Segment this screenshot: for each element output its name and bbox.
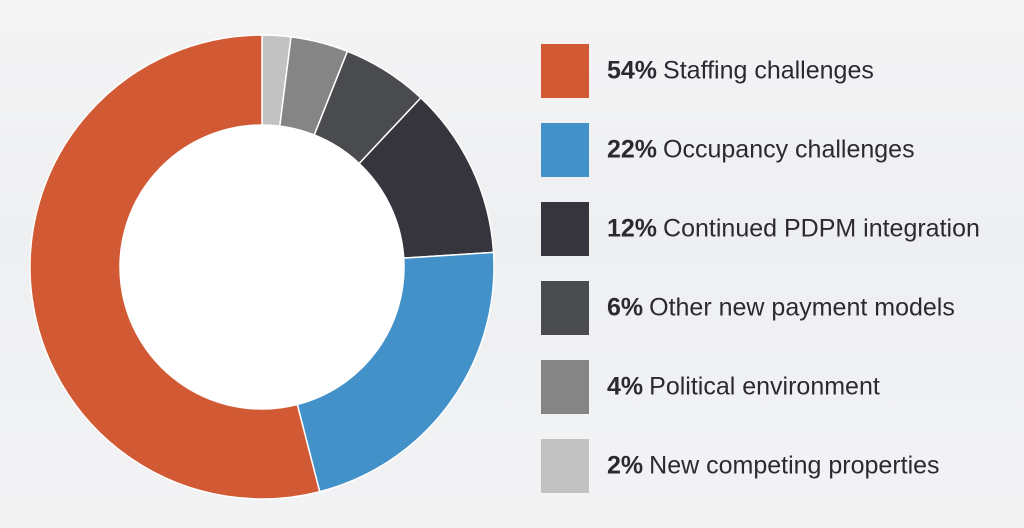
legend-percent: 12% [607, 214, 658, 243]
legend-text: 4% Political environment [607, 373, 880, 402]
legend-percent: 4% [607, 372, 644, 401]
donut-chart-area [29, 34, 495, 500]
legend-text: 2% New competing properties [607, 452, 940, 481]
legend-item-political: 4% Political environment [541, 360, 1011, 414]
legend-label: Other new payment models [649, 293, 955, 322]
legend-label: Staffing challenges [663, 56, 874, 85]
legend-percent: 2% [607, 451, 644, 480]
legend-swatch [541, 360, 589, 414]
legend-label: New competing properties [649, 451, 940, 480]
legend-item-pdpm: 12% Continued PDPM integration [541, 202, 1011, 256]
legend-swatch [541, 281, 589, 335]
donut-chart [29, 34, 495, 500]
legend-text: 22% Occupancy challenges [607, 136, 915, 165]
legend-item-payment-models: 6% Other new payment models [541, 281, 1011, 335]
legend-text: 6% Other new payment models [607, 294, 955, 323]
legend-label: Political environment [649, 372, 880, 401]
legend-label: Occupancy challenges [663, 135, 915, 164]
legend-swatch [541, 439, 589, 493]
legend-item-competing: 2% New competing properties [541, 439, 1011, 493]
legend-swatch [541, 44, 589, 98]
legend-text: 54% Staffing challenges [607, 57, 874, 86]
legend-percent: 54% [607, 56, 658, 85]
legend-item-staffing: 54% Staffing challenges [541, 44, 1011, 98]
legend-text: 12% Continued PDPM integration [607, 215, 980, 244]
donut-hole [120, 125, 404, 409]
legend-label: Continued PDPM integration [663, 214, 980, 243]
legend-item-occupancy: 22% Occupancy challenges [541, 123, 1011, 177]
legend-swatch [541, 123, 589, 177]
legend-percent: 6% [607, 293, 644, 322]
legend-percent: 22% [607, 135, 658, 164]
legend-swatch [541, 202, 589, 256]
